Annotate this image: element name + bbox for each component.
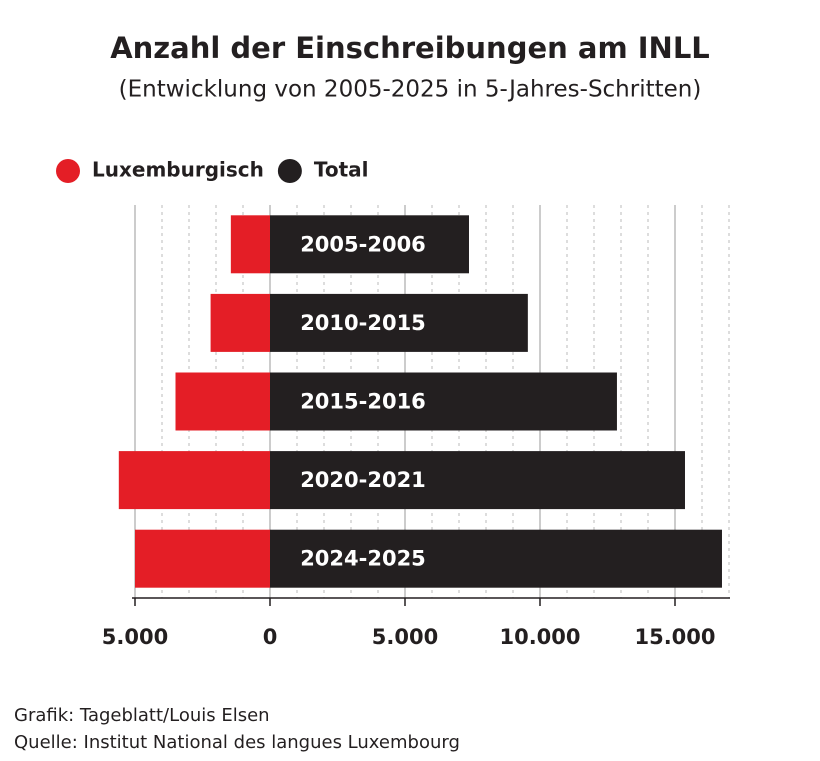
- bar: [118, 451, 270, 510]
- credit: Grafik: Tageblatt/Louis Elsen: [14, 705, 270, 726]
- bar: [135, 529, 270, 588]
- category-label: 2005-2006: [300, 232, 426, 256]
- x-tick-label: 0: [263, 625, 278, 649]
- x-tick-label: 5.000: [372, 625, 438, 649]
- category-label: 2024-2025: [300, 547, 426, 571]
- x-tick-label: 5.000: [102, 625, 168, 649]
- category-label: 2015-2016: [300, 390, 426, 414]
- x-tick-label: 15.000: [634, 625, 715, 649]
- bar: [270, 451, 685, 510]
- bar: [270, 293, 528, 352]
- category-label: 2020-2021: [300, 468, 426, 492]
- legend-swatch: [277, 159, 302, 183]
- bar: [175, 372, 270, 431]
- bar: [270, 215, 469, 274]
- legend-label: Luxemburgisch: [92, 158, 264, 182]
- legend-swatch: [56, 159, 80, 183]
- chart-subtitle: (Entwicklung von 2005-2025 in 5-Jahres-S…: [119, 77, 702, 103]
- chart-title: Anzahl der Einschreibungen am INLL: [110, 31, 710, 65]
- x-tick-label: 10.000: [499, 625, 580, 649]
- bar: [270, 529, 722, 588]
- bar: [230, 215, 270, 274]
- bar: [210, 293, 270, 352]
- source: Quelle: Institut National des langues Lu…: [14, 732, 460, 753]
- category-label: 2010-2015: [300, 311, 426, 335]
- legend-label: Total: [314, 158, 369, 182]
- bar: [270, 372, 617, 431]
